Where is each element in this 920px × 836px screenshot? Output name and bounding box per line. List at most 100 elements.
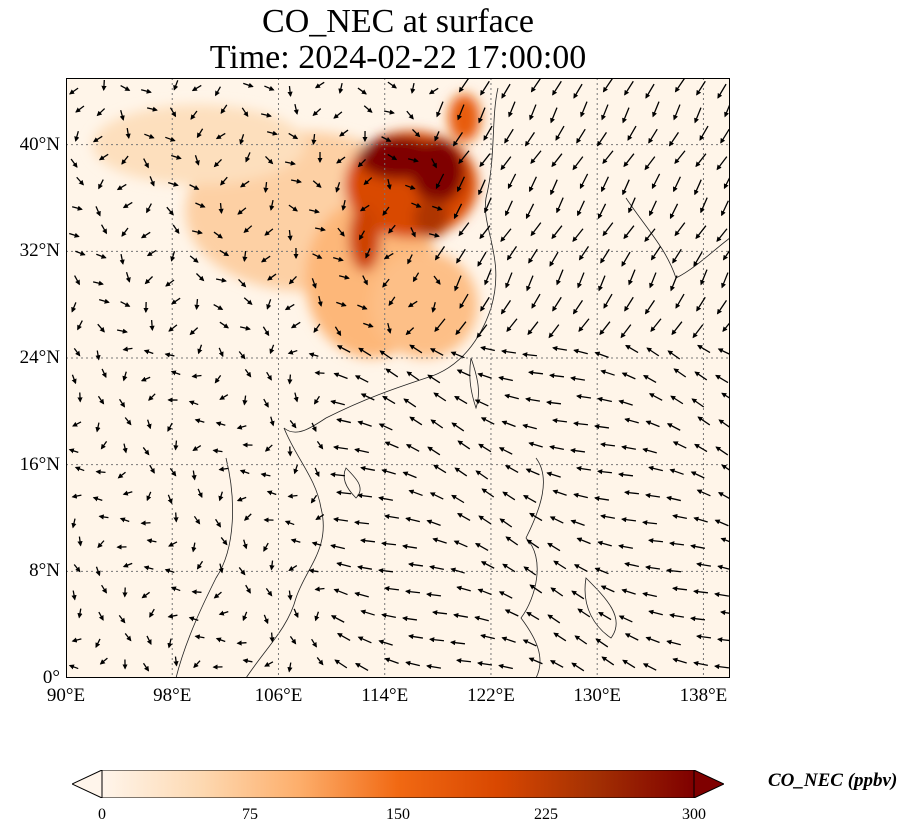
wind-arrow <box>572 300 584 315</box>
wind-arrow <box>191 84 202 92</box>
wind-arrow <box>379 350 393 360</box>
wind-arrow <box>459 293 469 309</box>
wind-arrow <box>378 568 394 574</box>
wind-arrow <box>432 205 443 211</box>
wind-arrow <box>453 540 468 548</box>
wind-arrow <box>697 416 711 426</box>
wind-arrow <box>553 560 567 570</box>
wind-arrow <box>478 179 486 196</box>
concentration-field <box>92 94 481 358</box>
wind-arrow <box>674 222 686 237</box>
wind-arrow <box>122 201 133 209</box>
wind-arrow <box>595 638 609 648</box>
wind-arrow <box>529 176 537 193</box>
wind-arrow <box>71 302 77 313</box>
wind-arrow <box>721 272 729 289</box>
wind-arrow <box>627 125 637 141</box>
wind-arrow <box>98 514 109 520</box>
wind-arrow <box>696 489 711 497</box>
wind-arrow <box>189 327 199 336</box>
wind-arrow <box>501 83 511 99</box>
wind-arrow <box>382 206 390 216</box>
wind-arrow <box>170 586 181 592</box>
wind-arrow <box>236 496 247 502</box>
wind-arrow <box>642 447 657 454</box>
wind-arrow <box>73 564 81 573</box>
wind-arrow <box>193 660 201 669</box>
wind-arrow <box>238 351 246 360</box>
co-plume <box>448 94 481 142</box>
wind-arrow <box>507 173 517 190</box>
wind-arrow <box>333 256 344 262</box>
wind-arrow <box>357 158 366 168</box>
wind-arrow <box>576 128 586 144</box>
wind-arrow <box>197 488 203 499</box>
wind-arrow <box>716 300 728 315</box>
wind-arrow <box>191 229 203 235</box>
wind-arrow <box>718 419 730 429</box>
wind-arrow <box>551 153 563 168</box>
wind-arrow <box>644 300 656 315</box>
colorbar-tick-label: 0 <box>98 806 106 823</box>
wind-arrow <box>549 660 564 668</box>
wind-arrow <box>484 269 492 286</box>
wind-arrow <box>696 80 706 96</box>
wind-arrow <box>550 179 558 196</box>
lat-tick-label: 8°N <box>29 560 60 582</box>
wind-arrow <box>194 418 205 424</box>
wind-arrow <box>480 633 495 640</box>
wind-arrow <box>643 374 657 384</box>
wind-arrow <box>522 423 537 430</box>
wind-arrow <box>215 132 226 140</box>
wind-arrow <box>429 492 444 500</box>
wind-arrow <box>71 493 82 499</box>
wind-arrow <box>384 586 400 592</box>
wind-arrow <box>651 173 661 190</box>
wind-arrow <box>481 488 495 498</box>
wind-arrow <box>169 107 177 118</box>
wind-arrow <box>409 344 423 354</box>
wind-arrow <box>311 278 317 289</box>
wind-arrow <box>68 664 79 670</box>
wind-arrow <box>293 103 299 115</box>
wind-arrow <box>336 490 352 496</box>
wind-arrow <box>243 82 254 88</box>
wind-arrow <box>140 231 151 239</box>
wind-arrow <box>498 447 513 455</box>
wind-arrow <box>269 199 275 211</box>
wind-arrow <box>333 111 343 119</box>
wind-arrow <box>723 175 730 190</box>
wind-arrow <box>293 464 299 475</box>
wind-arrow <box>648 393 663 401</box>
wind-arrow <box>242 658 253 664</box>
colorbar-max-extension <box>693 770 724 798</box>
wind-arrow <box>170 370 181 376</box>
wind-arrow <box>530 222 542 237</box>
wind-arrow <box>458 78 470 93</box>
wind-arrow <box>287 493 298 499</box>
wind-arrow <box>244 513 252 521</box>
wind-arrow <box>314 611 320 622</box>
wind-arrow <box>70 158 78 168</box>
wind-arrow <box>498 375 513 382</box>
wind-arrow <box>529 584 543 594</box>
wind-arrow <box>220 537 228 546</box>
wind-arrow <box>354 375 369 383</box>
wind-arrow <box>644 228 656 243</box>
wind-arrow <box>260 472 271 478</box>
wind-arrow <box>242 395 248 406</box>
wind-arrow <box>402 543 418 550</box>
wind-arrow <box>314 370 325 376</box>
wind-arrow <box>457 104 465 121</box>
wind-arrow <box>219 321 229 329</box>
title-line-2: Time: 2024-02-22 17:00:00 <box>209 39 587 76</box>
wind-arrow <box>670 395 684 405</box>
wind-arrow <box>381 136 392 142</box>
wind-arrow <box>288 275 297 285</box>
wind-arrow <box>650 318 662 333</box>
wind-arrow <box>336 633 351 641</box>
wind-arrow <box>432 610 448 616</box>
wind-arrow <box>602 222 614 237</box>
wind-arrow <box>72 421 82 427</box>
wind-arrow <box>625 344 639 354</box>
